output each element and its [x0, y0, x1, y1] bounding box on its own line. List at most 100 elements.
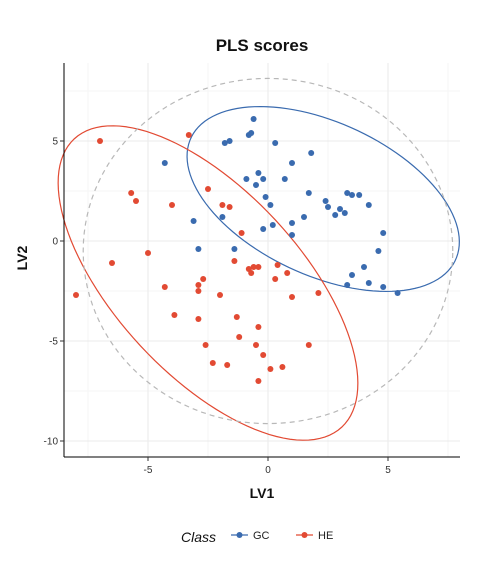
confidence-ellipses [57, 77, 460, 441]
point-gc [262, 194, 269, 200]
point-he [195, 316, 202, 322]
point-gc [195, 246, 202, 252]
point-he [219, 202, 226, 208]
point-he [195, 288, 202, 294]
y-axis-title: LV2 [14, 245, 30, 270]
point-he [145, 250, 151, 256]
ellipse-gc [186, 105, 460, 293]
point-he [195, 282, 202, 288]
legend-key-point-he [301, 532, 308, 538]
point-he [260, 352, 267, 358]
point-he [279, 364, 286, 370]
point-gc [394, 290, 401, 296]
point-gc [260, 176, 267, 182]
point-he [315, 290, 322, 296]
x-tick-label: 5 [385, 465, 391, 476]
point-he [253, 342, 259, 348]
point-gc [289, 220, 295, 226]
y-tick-label: -10 [44, 437, 59, 448]
point-gc [260, 226, 267, 232]
point-he [73, 292, 79, 298]
legend: Class GC HE [181, 529, 333, 545]
point-he [161, 284, 168, 290]
point-he [169, 202, 175, 208]
ellipse-all [82, 77, 454, 425]
point-he [205, 186, 211, 192]
point-gc [231, 246, 238, 252]
point-gc [289, 160, 295, 166]
legend-label-he: HE [318, 530, 333, 542]
point-he [200, 276, 207, 282]
point-gc [337, 206, 343, 212]
point-gc [341, 210, 348, 216]
point-he [233, 314, 240, 320]
point-he [209, 360, 216, 366]
legend-label-gc: GC [253, 530, 270, 542]
point-gc [221, 140, 228, 146]
point-gc [190, 218, 197, 224]
x-axis-title: LV1 [250, 485, 275, 501]
point-gc [255, 170, 262, 176]
point-he [97, 138, 103, 144]
point-he [128, 190, 135, 196]
point-he [236, 334, 243, 340]
point-gc [281, 176, 288, 182]
point-gc [375, 248, 382, 254]
x-tick-label: -5 [144, 465, 153, 476]
point-gc [272, 140, 279, 146]
point-gc [380, 230, 387, 236]
point-gc [301, 214, 307, 220]
point-gc [161, 160, 168, 166]
point-gc [226, 138, 233, 144]
point-gc [361, 264, 367, 270]
point-gc [344, 190, 351, 196]
point-gc [344, 282, 351, 288]
point-gc [289, 232, 295, 238]
point-gc [349, 192, 355, 198]
point-he [284, 270, 291, 276]
point-gc [322, 198, 329, 204]
point-he [231, 258, 238, 264]
point-he [272, 276, 279, 282]
point-he [255, 324, 262, 330]
legend-key-point-gc [236, 532, 243, 538]
y-tick-label: 0 [52, 237, 58, 248]
point-gc [332, 212, 339, 218]
y-tick-label: -5 [49, 337, 58, 348]
point-he [267, 366, 274, 372]
legend-title: Class [181, 529, 216, 545]
point-he [250, 264, 257, 270]
point-he [255, 264, 262, 270]
point-he [202, 342, 209, 348]
point-he [289, 294, 295, 300]
axes: -5 0 5 -10 -5 0 5 [44, 63, 460, 476]
point-he [238, 230, 245, 236]
point-gc [380, 284, 387, 290]
point-he [274, 262, 281, 268]
grid [64, 63, 460, 457]
point-gc [365, 280, 372, 286]
point-gc [269, 222, 276, 228]
point-gc [267, 202, 274, 208]
chart-title: PLS scores [216, 36, 309, 55]
point-he [217, 292, 223, 298]
point-gc [325, 204, 331, 210]
point-gc [219, 214, 226, 220]
point-he [171, 312, 178, 318]
point-gc [356, 192, 363, 198]
point-gc [248, 130, 255, 136]
point-he [248, 270, 255, 276]
y-tick-label: 5 [52, 137, 58, 148]
score-points [73, 116, 401, 384]
x-tick-label: 0 [265, 465, 271, 476]
point-he [133, 198, 139, 204]
point-gc [305, 190, 312, 196]
point-gc [253, 182, 259, 188]
point-gc [243, 176, 250, 182]
point-gc [349, 272, 355, 278]
point-he [226, 204, 233, 210]
point-he [255, 378, 262, 384]
point-he [185, 132, 192, 138]
point-he [109, 260, 115, 266]
